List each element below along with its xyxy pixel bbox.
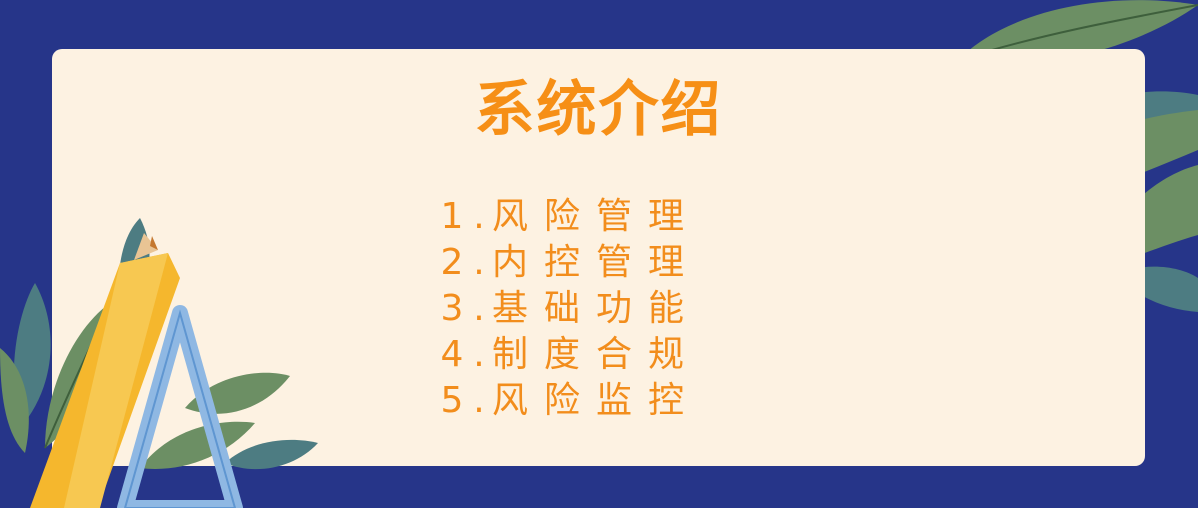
item-separator: . [473,380,485,421]
item-label: 基础功能 [492,288,701,329]
feature-list: 1 . 风险管理 2 . 内控管理 3 . 基础功能 4 . 制度合规 5 . … [438,194,700,424]
item-number: 4 [440,334,464,375]
list-item: 2 . 内控管理 [438,240,700,286]
list-item: 5 . 风险监控 [438,378,700,424]
item-number: 2 [440,242,464,283]
leaf-icon [0,348,29,453]
item-number: 5 [440,380,464,421]
item-number: 1 [440,196,464,237]
item-number: 3 [440,288,464,329]
item-label: 制度合规 [492,334,701,375]
item-label: 风险管理 [492,196,701,237]
page-title: 系统介绍 [474,75,723,145]
list-item: 1 . 风险管理 [438,194,700,240]
item-separator: . [473,242,485,283]
item-label: 风险监控 [492,380,701,421]
item-separator: . [473,288,485,329]
list-item: 3 . 基础功能 [438,286,700,332]
list-item: 4 . 制度合规 [438,332,700,378]
item-separator: . [473,196,485,237]
leaf-icon [13,283,51,428]
item-separator: . [473,334,485,375]
item-label: 内控管理 [492,242,701,283]
